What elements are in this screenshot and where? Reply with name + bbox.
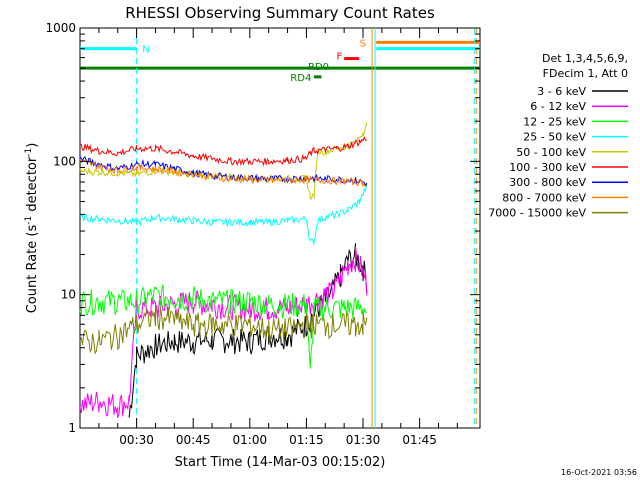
- legend-label-7: 800 - 7000 keV: [502, 191, 586, 204]
- legend-header-line-2: FDecim 1, Att 0: [543, 67, 628, 80]
- y-tick-label-3: 1000: [45, 21, 76, 35]
- series-line-7: [79, 159, 367, 187]
- legend-label-8: 7000 - 15000 keV: [488, 207, 586, 220]
- footer-timestamp: 16-Oct-2021 03:56: [561, 468, 637, 477]
- legend-header-line-1: Det 1,3,4,5,6,9,: [542, 52, 628, 65]
- chart-title: RHESSI Observing Summary Count Rates: [125, 4, 435, 22]
- annotation-label-2: RD0: [308, 62, 329, 73]
- annotation-label-1: F: [336, 52, 342, 63]
- y-tick-label-0: 1: [68, 421, 76, 435]
- y-axis-label: Count Rate (s-1 detector-1): [24, 143, 40, 314]
- series-line-2: [79, 284, 367, 369]
- series-line-5: [79, 135, 367, 167]
- x-tick-label-0: 00:30: [119, 433, 154, 447]
- legend-label-0: 3 - 6 keV: [537, 85, 586, 98]
- y-tick-label-1: 10: [61, 288, 76, 302]
- plot-frame: [79, 27, 481, 429]
- series-line-3: [79, 183, 368, 245]
- series-line-1: [79, 246, 368, 419]
- series-line-6: [79, 155, 368, 188]
- legend-label-5: 100 - 300 keV: [509, 161, 586, 174]
- x-tick-label-3: 01:15: [289, 433, 324, 447]
- x-tick-label-5: 01:45: [402, 433, 437, 447]
- x-tick-label-4: 01:30: [346, 433, 381, 447]
- x-tick-label-2: 01:00: [233, 433, 268, 447]
- x-tick-label-1: 00:45: [176, 433, 211, 447]
- legend-label-3: 25 - 50 keV: [523, 131, 586, 144]
- legend-label-6: 300 - 800 keV: [509, 176, 586, 189]
- series-line-4: [79, 122, 368, 200]
- legend-label-1: 6 - 12 keV: [530, 100, 586, 113]
- annotation-label-4: S: [360, 38, 366, 49]
- annotation-label-0: N: [142, 45, 149, 56]
- legend-label-4: 50 - 100 keV: [516, 146, 586, 159]
- y-tick-label-2: 100: [53, 154, 76, 168]
- legend-label-2: 12 - 25 keV: [523, 115, 586, 128]
- annotation-label-3: RD4: [290, 73, 311, 84]
- series-line-8: [79, 304, 368, 355]
- x-axis-label: Start Time (14-Mar-03 00:15:02): [175, 455, 386, 470]
- series-line-0: [128, 243, 368, 418]
